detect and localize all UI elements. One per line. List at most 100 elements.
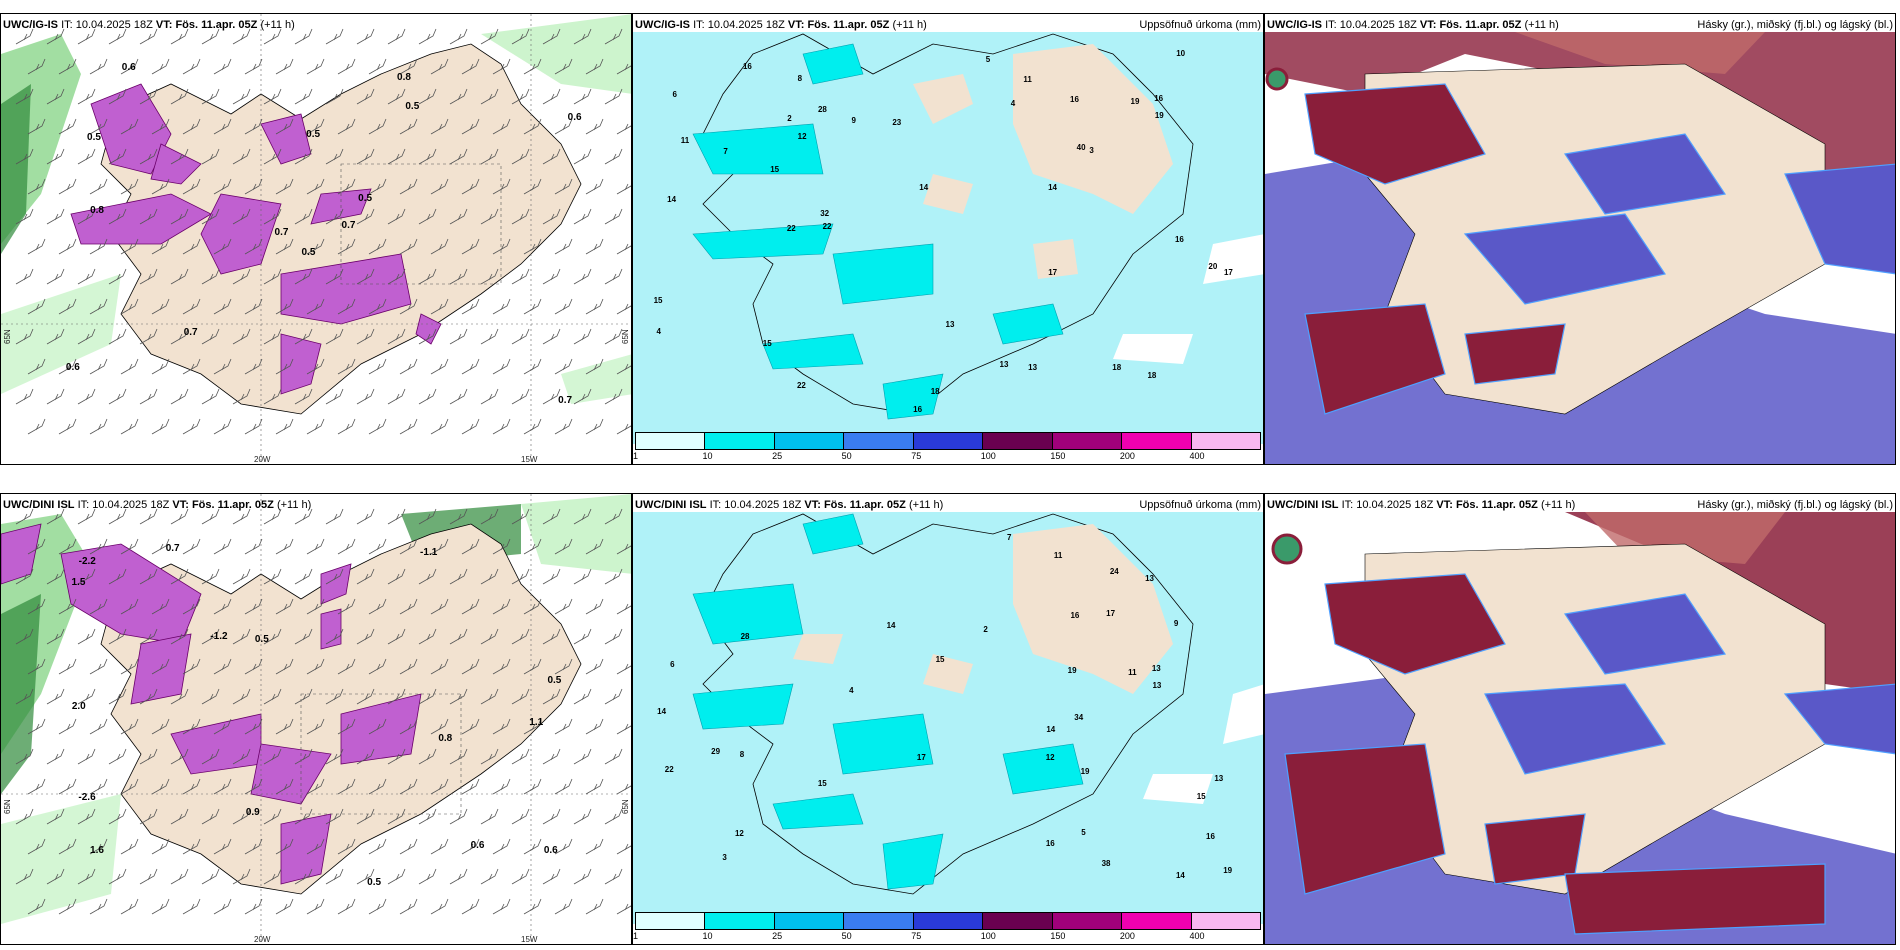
wind-barb [120,658,139,675]
wind-barb [89,658,108,675]
wind-barb [89,58,108,75]
wind-barb [151,298,170,315]
wind-barb [604,328,623,345]
wind-barb [139,148,158,165]
wind-barb [337,838,356,855]
wind-barb [368,538,387,555]
map-value-label: 32 [820,208,830,218]
colorbar-swatch [774,913,845,929]
map-panel-cloud-row2: UWC/DINI ISL IT: 10.04.2025 18Z VT: Fös.… [1264,493,1896,945]
wind-barb [616,783,631,795]
wind-barb [480,28,499,45]
wind-barb [77,568,96,585]
map-value-label: 2.0 [71,700,86,712]
wind-barb [480,808,499,825]
wind-barb [523,718,542,735]
colorbar-swatch [983,913,1053,929]
wind-barb [325,868,344,885]
colorbar-label: 25 [772,931,783,941]
wind-barb [356,808,375,825]
map-value-label: 0.5 [358,192,373,204]
lead-time: (+11 h) [276,499,312,511]
map-value-label: 18 [1112,363,1122,373]
wind-barb [139,388,158,405]
wind-barb [294,808,313,825]
map-value-label: 14 [1175,871,1185,881]
wind-barb [554,838,573,855]
wind-barb [461,538,480,555]
wind-barb [492,718,511,735]
wind-barb [418,388,437,405]
map-value-label: 28 [740,631,750,641]
wind-barb [449,148,468,165]
colorbar-swatch [844,913,914,929]
wind-barb [523,658,542,675]
wind-barb [325,328,344,345]
wind-barb [27,538,46,555]
wind-barb [523,298,542,315]
wind-barb [480,688,499,705]
wind-barb [275,718,294,735]
wind-barb [492,898,511,915]
wind-barb [449,388,468,405]
map-value-label: 15 [770,164,780,174]
wind-barb [449,268,468,285]
wind-barb [77,268,96,285]
wind-barb [356,748,375,765]
wind-barb [263,388,282,405]
wind-barb [616,723,631,735]
wind-barb [356,688,375,705]
wind-barb [604,628,623,645]
colorbar-swatch [913,433,984,449]
wind-barb [151,838,170,855]
wind-barb [151,538,170,555]
wind-barb [213,538,232,555]
wind-barb [418,688,437,705]
map-value-label: 23 [892,117,902,127]
wind-barb [573,688,592,705]
colorbar-label: 1 [633,451,639,461]
wind-barb [46,88,65,105]
map-value-label: 15 [935,655,945,665]
wind-barb [554,418,573,435]
wind-map-svg-row2 [1,494,631,944]
map-value-label: 13 [945,320,955,330]
wind-barb [325,88,344,105]
wind-barb [89,418,108,435]
wind-barb [15,748,34,765]
wind-barb [306,418,325,435]
precip-map-svg-row2 [633,512,1263,924]
map-value-label: 38 [1101,858,1111,868]
wind-barb [511,808,530,825]
wind-barb [201,28,220,45]
wind-barb [294,388,313,405]
wind-barb [244,358,263,375]
wind-barb [480,868,499,885]
wind-barb [89,238,108,255]
wind-barb [294,508,313,525]
wind-barb [201,868,220,885]
wind-barb [573,388,592,405]
map-value-label: 14 [667,194,677,204]
wind-barb [604,748,623,765]
wind-barb [387,508,406,525]
map-value-label: 8 [797,73,803,83]
wind-barb [232,388,251,405]
map-value-label: 16 [1070,611,1080,621]
wind-barb [120,838,139,855]
wind-barb [263,88,282,105]
wind-barb [15,388,34,405]
wind-barb [368,418,387,435]
wind-barb [182,298,201,315]
wind-barb [46,568,65,585]
wind-barb [263,568,282,585]
wind-barb [387,388,406,405]
wind-barb [201,568,220,585]
wind-barb [263,328,282,345]
wind-barb [151,238,170,255]
wind-barb [604,88,623,105]
wind-barb [139,508,158,525]
wind-barb [108,28,127,45]
wind-barb [306,58,325,75]
colorbar-swatch [705,433,775,449]
